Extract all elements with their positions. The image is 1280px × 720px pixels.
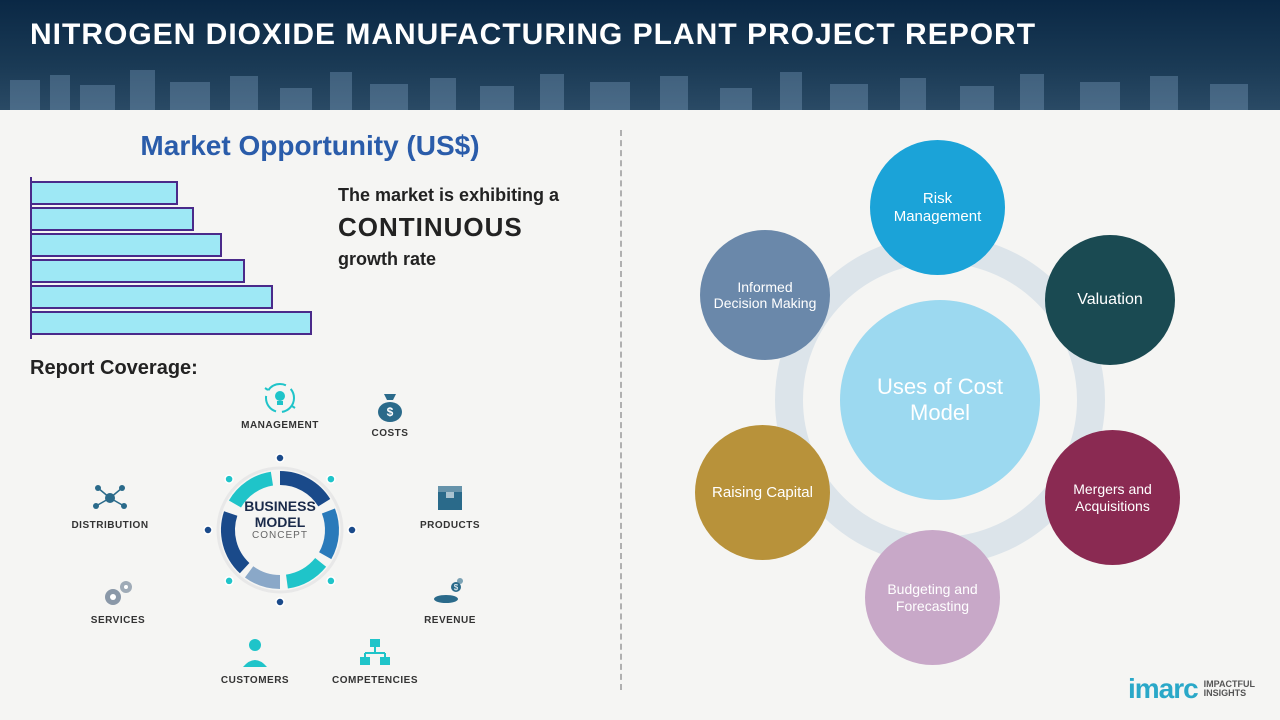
skyline-decoration xyxy=(0,70,1280,110)
svg-text:$: $ xyxy=(454,583,459,592)
coverage-item-management: MANAGEMENT xyxy=(230,380,330,431)
main-content: Market Opportunity (US$) The market is e… xyxy=(0,110,1280,720)
cost-model-center-label: Uses of Cost Model xyxy=(860,374,1020,427)
brand-logo: imarc IMPACTFUL INSIGHTS xyxy=(1128,673,1255,705)
coverage-label: REVENUE xyxy=(400,615,500,626)
logo-brand: imarc xyxy=(1128,673,1198,705)
business-model-center: BUSINESS MODEL CONCEPT xyxy=(225,498,335,541)
cost-node-valuation: Valuation xyxy=(1045,235,1175,365)
growth-line1: The market is exhibiting a xyxy=(338,185,559,206)
coverage-label: PRODUCTS xyxy=(400,520,500,531)
cost-node-budgeting-and-forecasting: Budgeting and Forecasting xyxy=(865,530,1000,665)
coverage-item-customers: CUSTOMERS xyxy=(205,635,305,686)
market-bar xyxy=(32,233,222,257)
market-row: The market is exhibiting a CONTINUOUS gr… xyxy=(30,177,590,339)
lightbulb-cycle-icon xyxy=(262,380,298,416)
coverage-item-costs: $ COSTS xyxy=(340,388,440,439)
bm-line1: BUSINESS xyxy=(225,498,335,514)
market-bar xyxy=(32,285,273,309)
cost-node-informed-decision-making: Informed Decision Making xyxy=(700,230,830,360)
coverage-label: SERVICES xyxy=(68,615,168,626)
cost-node-raising-capital: Raising Capital xyxy=(695,425,830,560)
money-bag-icon: $ xyxy=(372,388,408,424)
bm-line2: MODEL xyxy=(225,514,335,530)
market-bars-chart xyxy=(30,177,320,339)
header-banner: NITROGEN DIOXIDE MANUFACTURING PLANT PRO… xyxy=(0,0,1280,110)
coverage-item-services: SERVICES xyxy=(68,575,168,626)
growth-line2: growth rate xyxy=(338,249,559,270)
report-coverage-title: Report Coverage: xyxy=(30,357,590,380)
market-bar xyxy=(32,207,194,231)
org-chart-icon xyxy=(357,635,393,671)
box-icon xyxy=(432,480,468,516)
coverage-label: CUSTOMERS xyxy=(205,675,305,686)
coverage-diagram: BUSINESS MODEL CONCEPT MANAGEMENT $ COSTS D… xyxy=(30,380,590,690)
cost-node-mergers-and-acquisitions: Mergers and Acquisitions xyxy=(1045,430,1180,565)
coverage-label: DISTRIBUTION xyxy=(60,520,160,531)
logo-tagline: IMPACTFUL INSIGHTS xyxy=(1204,680,1255,698)
coverage-item-revenue: $ REVENUE xyxy=(400,575,500,626)
market-bar xyxy=(32,311,312,335)
svg-text:$: $ xyxy=(387,405,394,419)
cost-node-risk-management: Risk Management xyxy=(870,140,1005,275)
coverage-item-distribution: DISTRIBUTION xyxy=(60,480,160,531)
growth-highlight: CONTINUOUS xyxy=(338,212,559,243)
hand-coin-icon: $ xyxy=(432,575,468,611)
cost-model-diagram: Uses of Cost Model Risk Management Valuat… xyxy=(670,140,1210,680)
market-bar xyxy=(32,259,245,283)
growth-text-block: The market is exhibiting a CONTINUOUS gr… xyxy=(338,177,559,270)
market-opportunity-title: Market Opportunity (US$) xyxy=(30,130,590,162)
coverage-label: COSTS xyxy=(340,428,440,439)
coverage-label: MANAGEMENT xyxy=(230,420,330,431)
coverage-label: COMPETENCIES xyxy=(325,675,425,686)
page-title: NITROGEN DIOXIDE MANUFACTURING PLANT PRO… xyxy=(30,18,1250,52)
network-icon xyxy=(92,480,128,516)
left-panel: Market Opportunity (US$) The market is e… xyxy=(0,110,610,720)
cost-model-center: Uses of Cost Model xyxy=(840,300,1040,500)
person-icon xyxy=(237,635,273,671)
coverage-item-products: PRODUCTS xyxy=(400,480,500,531)
market-bar xyxy=(32,181,178,205)
coverage-item-competencies: COMPETENCIES xyxy=(325,635,425,686)
right-panel: Uses of Cost Model Risk Management Valuat… xyxy=(610,110,1280,720)
gears-icon xyxy=(100,575,136,611)
bm-line3: CONCEPT xyxy=(225,530,335,541)
